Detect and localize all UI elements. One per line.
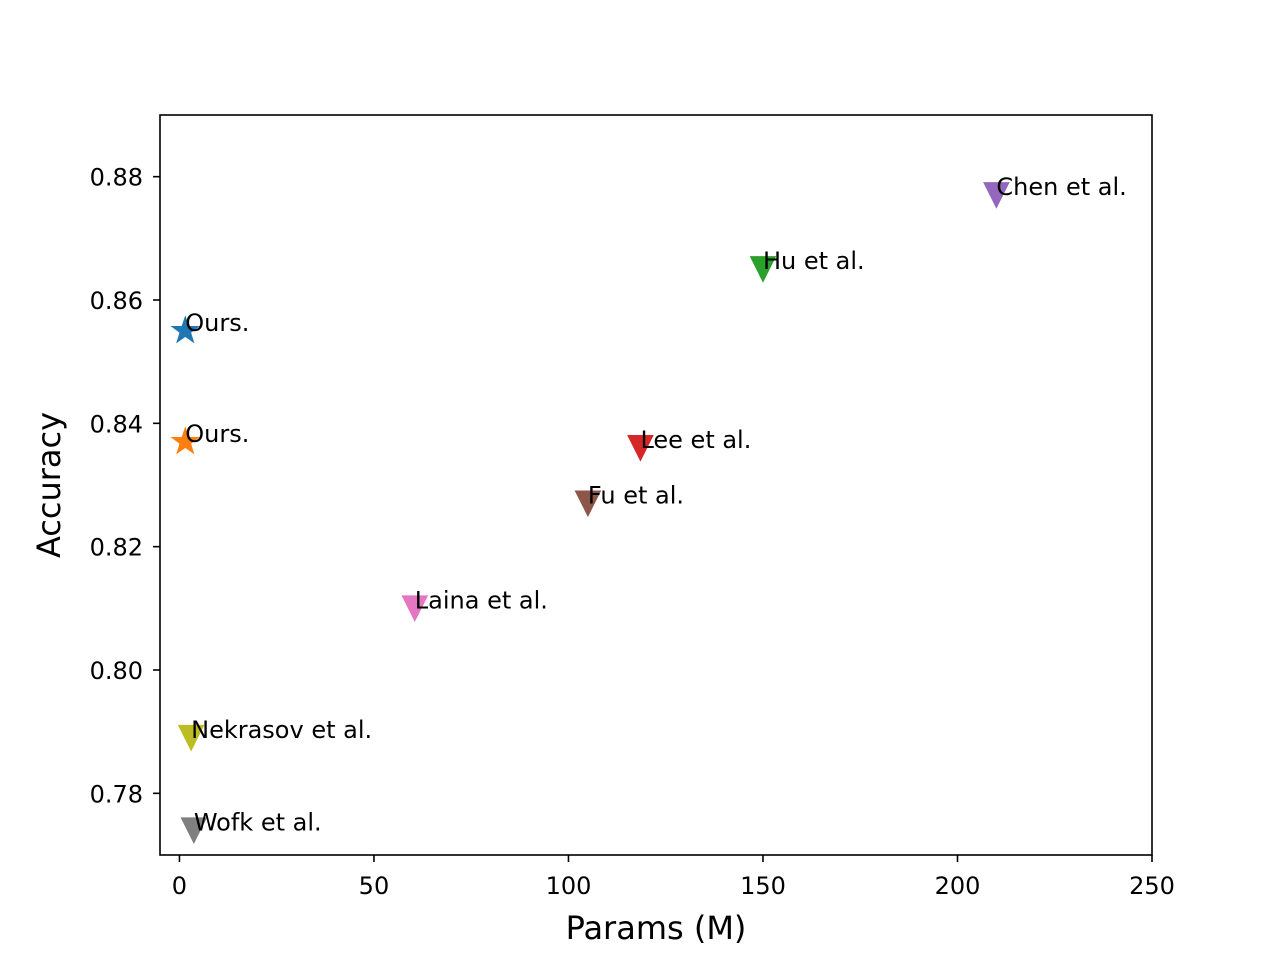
y-axis-ticks: 0.78 0.80 0.82 0.84 0.86 0.88 — [90, 164, 160, 808]
triangle-down-marker — [983, 182, 1010, 209]
triangle-down-marker — [749, 256, 777, 283]
point-label: Laina et al. — [415, 586, 548, 614]
point-labels: Ours. Ours. Chen et al. Hu et al. Lee et al.… — [185, 173, 1126, 836]
triangle-down-marker — [627, 435, 654, 462]
star-marker — [170, 426, 201, 455]
plot-area — [160, 115, 1152, 855]
point-label: Hu et al. — [763, 247, 865, 275]
x-axis-ticks: 0 50 100 150 200 250 — [172, 855, 1175, 900]
data-marks — [170, 182, 1010, 844]
y-tick-label: 0.82 — [90, 534, 143, 562]
x-axis-label: Params (M) — [566, 909, 747, 947]
x-tick-label: 100 — [546, 872, 592, 900]
x-tick-label: 0 — [172, 872, 187, 900]
point-label: Ours. — [185, 420, 249, 448]
star-marker — [170, 315, 201, 344]
point-label: Nekrasov et al. — [191, 716, 372, 744]
y-axis-label: Accuracy — [30, 412, 68, 558]
y-tick-label: 0.84 — [90, 410, 143, 438]
y-tick-label: 0.86 — [90, 287, 143, 315]
y-tick-label: 0.78 — [90, 780, 143, 808]
x-tick-label: 50 — [359, 872, 390, 900]
triangle-down-marker — [177, 724, 205, 752]
x-tick-label: 150 — [740, 872, 786, 900]
triangle-down-marker — [401, 595, 429, 622]
x-tick-label: 250 — [1129, 872, 1175, 900]
point-label: Lee et al. — [640, 426, 751, 454]
point-label: Chen et al. — [996, 173, 1126, 201]
triangle-down-marker — [180, 817, 208, 844]
y-tick-label: 0.88 — [90, 164, 143, 192]
triangle-down-marker — [574, 490, 602, 518]
x-tick-label: 200 — [935, 872, 981, 900]
point-label: Wofk et al. — [194, 808, 322, 836]
point-label: Ours. — [185, 309, 249, 337]
point-label: Fu et al. — [588, 482, 684, 510]
plot-frame — [159, 114, 1153, 856]
y-tick-label: 0.80 — [90, 657, 143, 685]
